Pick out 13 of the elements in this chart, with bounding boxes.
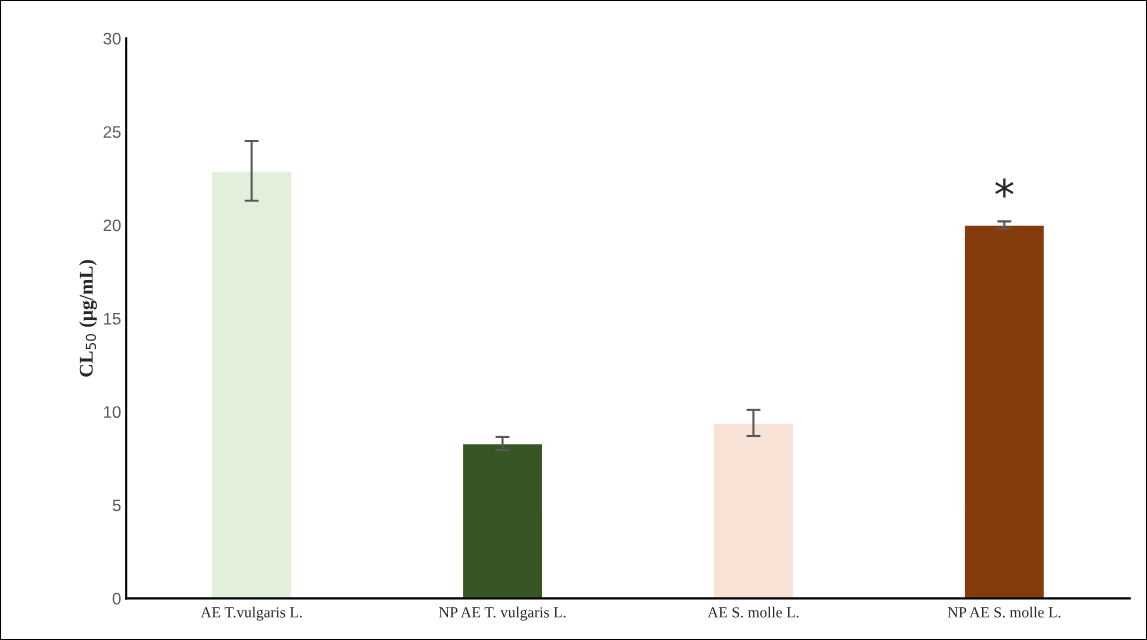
y-tick-label: 15 [104,312,121,325]
x-tick-label: AE S. molle L. [707,606,799,618]
x-tick-label: NP AE S. molle L. [947,606,1061,618]
y-tick-label: 30 [103,32,121,45]
y-tick-label: 0 [112,592,121,605]
y-tick-label: 25 [103,126,121,138]
y-tick-label: 20 [103,219,121,232]
x-tick-label: NP AE T. vulgaris L. [439,606,566,621]
y-tick-label: 10 [104,406,121,418]
y-tick-label: 5 [112,499,121,512]
x-tick-label: AE T.vulgaris L. [200,606,302,621]
annotation: * [995,178,1014,198]
y-axis-title: CL$_{50}$ (µg/mL) [79,260,97,377]
